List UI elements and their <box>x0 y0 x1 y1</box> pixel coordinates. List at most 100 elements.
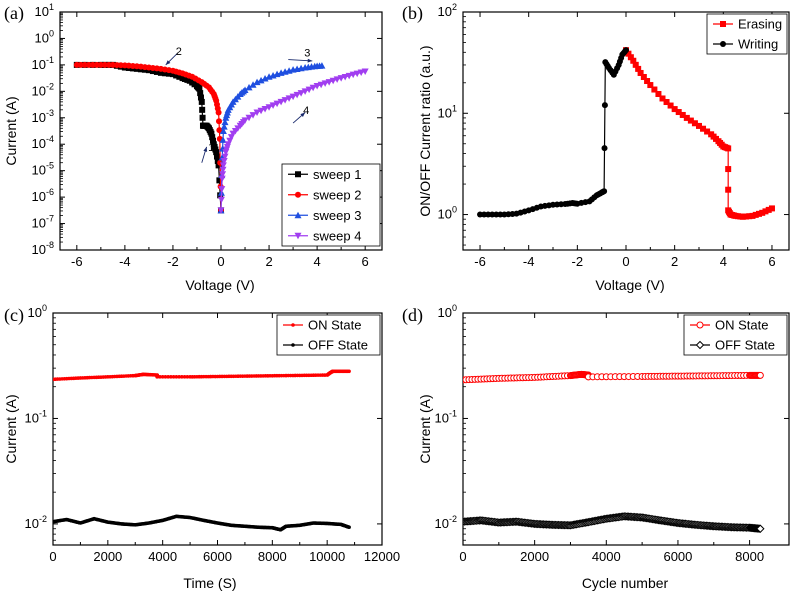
data-point <box>221 153 229 161</box>
y-tick-label: 100 <box>438 205 457 222</box>
data-point <box>160 375 165 379</box>
y-tick-base: 10 <box>35 4 49 19</box>
data-point <box>208 130 215 137</box>
y-tick-base: 10 <box>25 516 39 531</box>
data-point <box>209 134 216 141</box>
x-tick-label: -6 <box>71 254 83 269</box>
data-point <box>199 114 206 121</box>
data-point <box>601 188 608 195</box>
legend: ON State OFF State <box>683 314 788 356</box>
x-tick-label: 2 <box>265 254 272 269</box>
data-point <box>273 100 281 108</box>
y-tick-base: 10 <box>438 4 452 19</box>
y-tick-label: 100 <box>28 303 47 320</box>
data-point <box>197 94 204 101</box>
y-tick-exponent: 0 <box>452 303 457 313</box>
y-tick-base: 10 <box>32 110 46 125</box>
data-point <box>171 375 176 379</box>
data-point <box>635 65 642 72</box>
data-point <box>173 72 180 79</box>
data-point <box>289 93 297 101</box>
legend-box <box>276 314 381 356</box>
data-point <box>261 75 269 82</box>
y-tick-exponent: -1 <box>46 55 54 65</box>
data-point <box>245 83 253 91</box>
y-tick-label: 102 <box>438 2 457 19</box>
data-point <box>743 213 750 220</box>
x-tick-label: 6000 <box>663 549 692 564</box>
data-point <box>659 95 666 102</box>
y-tick-label: 100 <box>438 303 457 320</box>
annotation-label: 3 <box>304 47 310 59</box>
x-tick-label: -6 <box>474 254 486 269</box>
y-tick-exponent: -1 <box>449 408 457 418</box>
data-point <box>261 105 269 113</box>
data-point <box>281 97 289 104</box>
data-point <box>241 86 249 94</box>
y-tick-base: 10 <box>32 163 46 178</box>
data-point <box>241 117 249 124</box>
y-tick-label: 10-4 <box>32 134 54 151</box>
y-tick-exponent: -3 <box>46 108 54 118</box>
data-point <box>221 118 229 126</box>
data-point <box>746 213 753 220</box>
data-point <box>215 118 222 125</box>
x-tick-label: 2000 <box>520 549 549 564</box>
data-point <box>253 78 261 86</box>
data-point <box>679 111 686 118</box>
y-tick-base: 10 <box>438 207 452 222</box>
data-point <box>157 69 164 76</box>
data-point <box>627 54 634 61</box>
data-point <box>219 127 227 134</box>
data-point <box>213 149 220 156</box>
data-point <box>219 136 227 143</box>
data-point <box>217 207 225 214</box>
data-point <box>640 73 647 80</box>
legend-marker <box>295 171 301 178</box>
y-axis-title: ON/OFF Current ratio (a.u.) <box>417 45 433 216</box>
series-sweep-2 <box>73 61 224 214</box>
legend: Erasing Writing <box>706 13 788 55</box>
legend-marker <box>295 191 301 198</box>
data-point <box>169 375 173 379</box>
data-point <box>216 177 223 184</box>
data-point <box>663 99 670 106</box>
x-tick-label: 2000 <box>93 549 122 564</box>
series-erasing <box>623 47 775 220</box>
data-point <box>333 76 341 83</box>
data-point <box>219 166 227 174</box>
y-tick-exponent: 0 <box>452 205 457 215</box>
series-off-state <box>463 512 765 533</box>
series-sweep-4 <box>217 68 369 214</box>
legend: ON State OFF State <box>276 314 381 356</box>
data-point <box>245 114 253 122</box>
y-tick-base: 10 <box>32 57 46 72</box>
legend-label: ON State <box>308 318 361 333</box>
data-point <box>220 157 228 165</box>
data-point <box>313 83 321 90</box>
data-point <box>349 71 357 79</box>
x-tick-label: 6000 <box>203 549 232 564</box>
y-axis-title: Current (A) <box>3 96 19 165</box>
x-tick-label: 0 <box>217 254 224 269</box>
data-point <box>601 145 608 152</box>
y-tick-exponent: -8 <box>46 240 54 250</box>
data-point <box>347 369 351 374</box>
data-point <box>655 90 662 97</box>
legend-label: Writing <box>738 37 778 52</box>
x-tick-label: -2 <box>572 254 584 269</box>
data-point <box>169 71 176 78</box>
legend-marker <box>294 211 302 219</box>
legend-label: sweep 3 <box>313 208 361 223</box>
y-tick-exponent: -2 <box>449 514 457 524</box>
y-tick-label: 10-1 <box>32 55 54 72</box>
legend-box <box>281 163 381 247</box>
data-point <box>249 112 257 119</box>
y-tick-label: 10-8 <box>32 240 54 257</box>
data-point <box>725 166 732 173</box>
series-writing <box>477 47 629 218</box>
panel-label: (d) <box>402 305 423 326</box>
chart-panel-c: 0 2000 4000 6000 8000 10000 1200010-210-1100Ti… <box>3 303 400 591</box>
x-tick-label: 10000 <box>309 549 345 564</box>
data-point <box>293 91 301 99</box>
